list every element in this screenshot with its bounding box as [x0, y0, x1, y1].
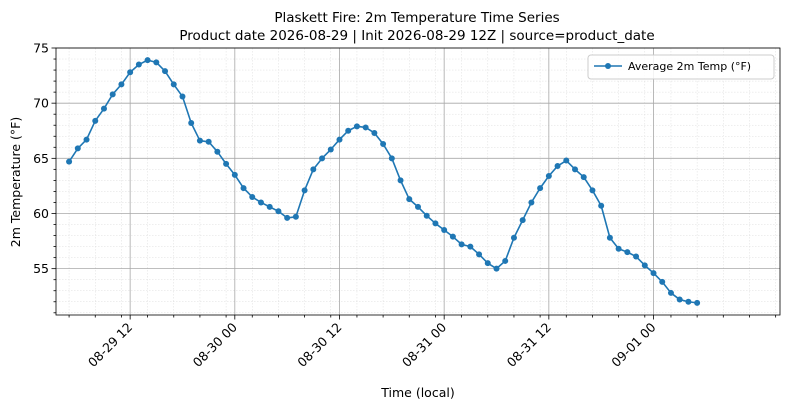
- data-point: [589, 187, 596, 194]
- data-point: [223, 160, 230, 167]
- data-point: [231, 171, 238, 178]
- data-point: [162, 68, 169, 75]
- y-tick-label: 55: [33, 261, 49, 276]
- x-tick-label: 08-30 00: [190, 319, 240, 369]
- data-point: [275, 208, 282, 215]
- data-point: [432, 220, 439, 227]
- data-point: [74, 145, 81, 152]
- data-point: [170, 81, 177, 88]
- data-point: [615, 245, 622, 252]
- axes: [51, 47, 781, 320]
- data-point: [83, 136, 90, 143]
- data-point: [362, 124, 369, 131]
- data-point: [179, 93, 186, 100]
- data-point: [467, 243, 474, 250]
- data-point: [667, 289, 674, 296]
- data-point: [650, 270, 657, 277]
- data-point: [257, 199, 264, 206]
- data-point: [371, 129, 378, 136]
- data-point: [188, 120, 195, 127]
- data-point: [345, 127, 352, 134]
- data-point: [528, 199, 535, 206]
- chart-title: Plaskett Fire: 2m Temperature Time Serie…: [274, 10, 559, 26]
- series-layer: [66, 57, 701, 306]
- data-point: [510, 234, 517, 241]
- data-point: [284, 214, 291, 221]
- data-point: [144, 57, 151, 64]
- data-point: [659, 278, 666, 285]
- data-point: [266, 203, 273, 210]
- y-axis-label: 2m Temperature (°F): [8, 117, 23, 247]
- chart-subtitle: Product date 2026-08-29 | Init 2026-08-2…: [179, 28, 654, 44]
- data-point: [109, 91, 116, 98]
- data-point: [353, 123, 360, 130]
- data-point: [493, 265, 500, 272]
- data-point: [423, 212, 430, 219]
- x-tick-label: 08-29 12: [85, 320, 135, 370]
- data-point: [327, 146, 334, 153]
- data-point: [676, 296, 683, 303]
- data-point: [441, 227, 448, 234]
- data-point: [153, 59, 160, 66]
- x-tick-label: 08-31 12: [504, 320, 554, 370]
- data-point: [458, 241, 465, 248]
- plot-frame: [55, 47, 781, 316]
- data-point: [624, 249, 631, 256]
- data-point: [388, 155, 395, 162]
- x-tick-label: 08-30 12: [294, 320, 344, 370]
- data-point: [319, 155, 326, 162]
- y-tick-label: 70: [33, 96, 49, 111]
- data-point: [685, 298, 692, 305]
- data-point: [100, 105, 107, 112]
- data-point: [249, 193, 256, 200]
- data-point: [406, 196, 413, 203]
- data-point: [135, 61, 142, 68]
- data-point: [641, 262, 648, 269]
- legend: Average 2m Temp (°F): [587, 54, 775, 80]
- data-point: [502, 257, 509, 264]
- data-point: [380, 140, 387, 147]
- tick-labels: 08-29 12 08-30 00 08-30 12 08-31 00 08-31 12…: [33, 41, 659, 370]
- data-point: [449, 233, 456, 240]
- y-tick-label: 65: [33, 151, 49, 166]
- data-point: [563, 157, 570, 164]
- data-point: [397, 177, 404, 184]
- data-point: [476, 251, 483, 258]
- data-point: [336, 136, 343, 143]
- legend-label: Average 2m Temp (°F): [628, 60, 751, 73]
- data-point: [301, 187, 308, 194]
- data-point: [537, 185, 544, 192]
- y-tick-label: 75: [33, 41, 49, 56]
- data-point: [580, 174, 587, 181]
- x-tick-label: 08-31 00: [399, 319, 449, 369]
- data-point: [415, 203, 421, 210]
- data-point: [66, 158, 73, 165]
- data-point: [118, 81, 125, 88]
- data-point: [214, 148, 221, 155]
- data-point: [292, 213, 299, 220]
- data-point: [572, 166, 579, 173]
- data-point: [92, 117, 99, 124]
- data-point: [196, 137, 203, 144]
- data-point: [598, 202, 605, 209]
- data-point: [127, 69, 134, 76]
- data-point: [545, 172, 552, 179]
- data-point: [633, 253, 640, 260]
- grid: [56, 47, 780, 315]
- data-point: [205, 138, 212, 145]
- data-point: [694, 299, 701, 306]
- legend-marker: [605, 63, 611, 69]
- legend-box: [587, 54, 775, 80]
- data-point: [606, 234, 613, 241]
- data-point: [484, 260, 491, 267]
- data-point: [310, 166, 317, 173]
- x-axis-label: Time (local): [380, 385, 454, 400]
- data-point: [240, 185, 247, 192]
- data-point: [554, 163, 561, 170]
- x-tick-label: 09-01 00: [608, 319, 658, 369]
- data-point: [519, 217, 526, 224]
- y-tick-label: 60: [33, 206, 49, 221]
